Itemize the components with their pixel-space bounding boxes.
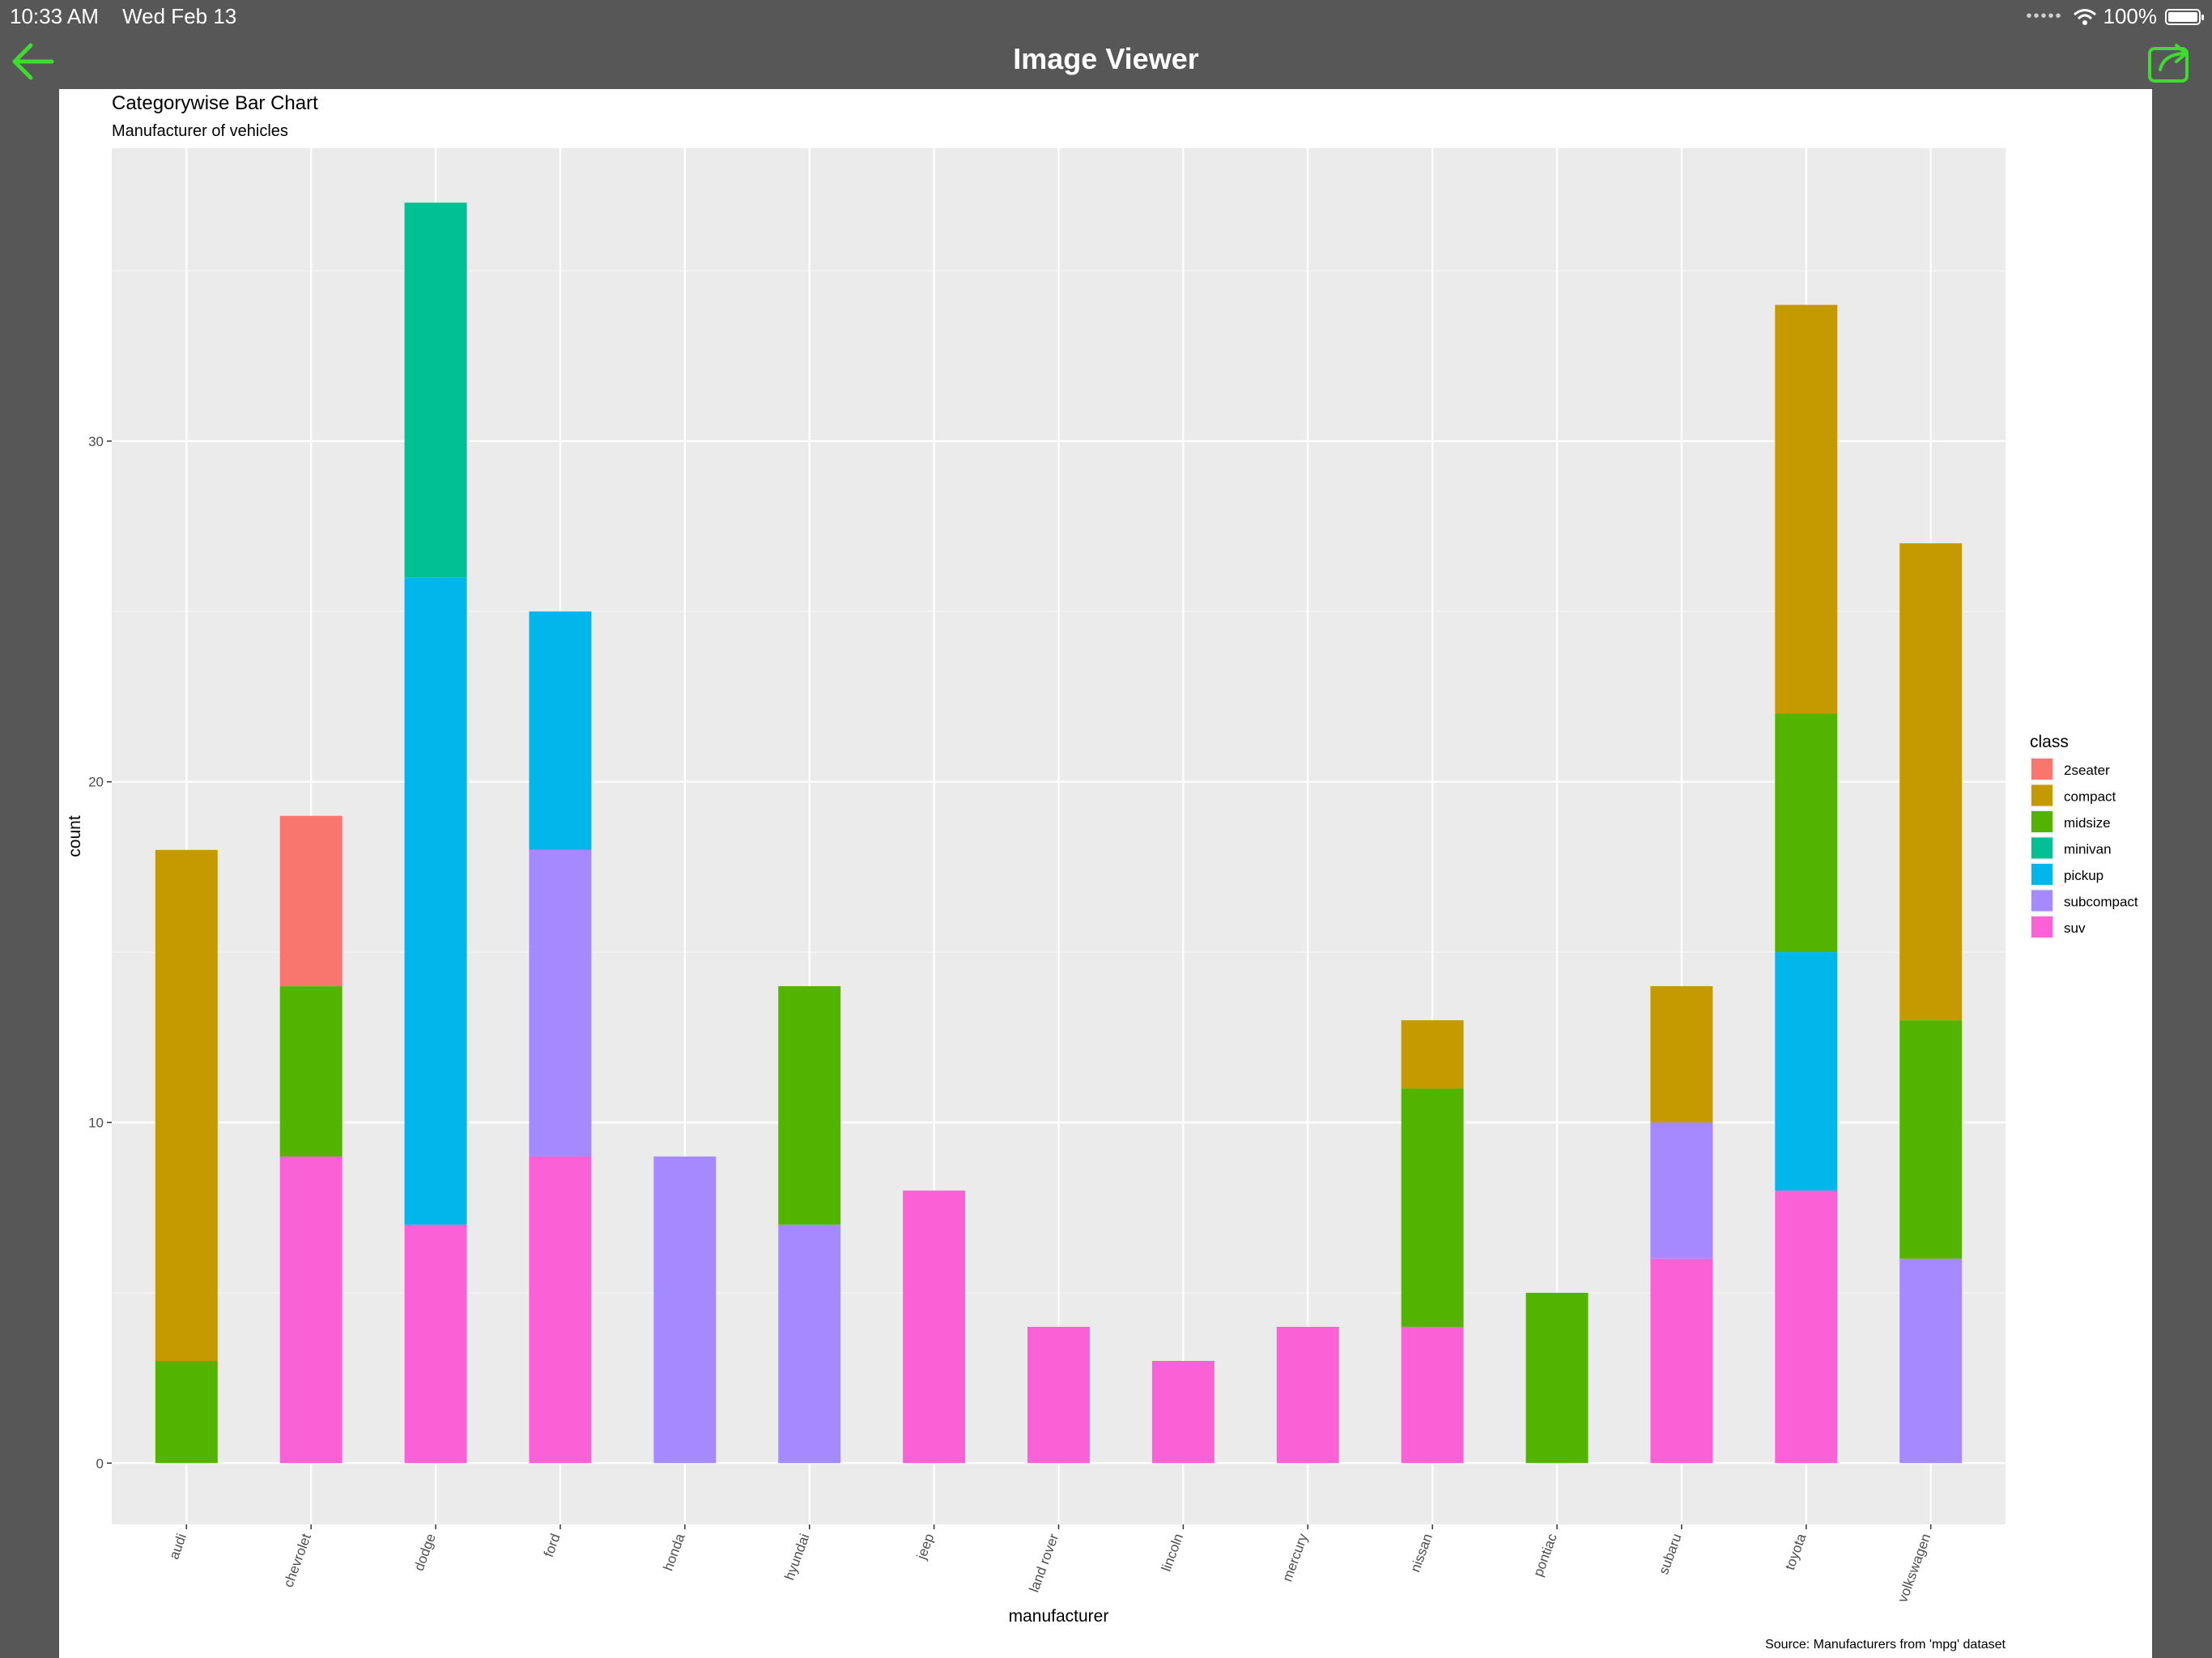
share-button[interactable]	[2146, 39, 2197, 84]
signal-dots-icon: •••••	[2026, 7, 2063, 25]
bar-segment	[155, 1361, 218, 1464]
x-tick-label: volkswagen	[1895, 1532, 1933, 1605]
legend-title: class	[2030, 733, 2069, 751]
y-tick-label: 30	[88, 434, 104, 449]
bar-segment	[1027, 1326, 1090, 1464]
legend-swatch	[2031, 916, 2052, 937]
x-tick-label: lincoln	[1159, 1532, 1186, 1574]
bars	[155, 202, 1963, 1464]
x-tick-label: audi	[166, 1532, 189, 1562]
bar-segment	[1899, 1258, 1963, 1464]
x-tick-label: mercury	[1279, 1531, 1311, 1584]
bar-segment	[1650, 1122, 1713, 1259]
bar-segment	[1151, 1361, 1214, 1464]
y-axis: 0 10 20 30	[88, 434, 112, 1471]
bar-segment	[155, 849, 218, 1362]
x-tick-label: jeep	[913, 1532, 937, 1562]
legend-swatch	[2031, 837, 2052, 859]
legend-label: pickup	[2064, 868, 2104, 883]
legend: class 2seater compact midsize minivan pickup…	[2030, 733, 2138, 939]
bar-segment	[1899, 1020, 1963, 1259]
y-tick-label: 20	[88, 775, 104, 790]
bar-segment	[1775, 304, 1838, 714]
bar-segment	[529, 1156, 592, 1464]
legend-swatch	[2031, 811, 2052, 832]
legend-swatch	[2031, 759, 2052, 780]
x-axis-label: manufacturer	[1009, 1607, 1109, 1626]
legend-label: subcompact	[2064, 895, 2138, 910]
y-tick-label: 10	[88, 1115, 104, 1130]
bar-segment	[1775, 713, 1838, 953]
bar-segment	[1775, 952, 1838, 1191]
status-bar: 10:33 AM Wed Feb 13 ••••• 100%	[0, 0, 2212, 34]
back-button[interactable]	[10, 40, 57, 83]
bar-segment	[404, 577, 467, 1225]
bar-segment	[529, 611, 592, 850]
legend-label: 2seater	[2064, 763, 2110, 778]
x-tick-label: honda	[661, 1531, 688, 1572]
battery-icon	[2165, 8, 2204, 25]
bar-segment	[1525, 1292, 1589, 1464]
legend-label: minivan	[2064, 842, 2112, 857]
bar-segment	[778, 986, 841, 1225]
bar-segment	[1899, 543, 1963, 1021]
share-icon	[2148, 44, 2189, 83]
chart-caption: Source: Manufacturers from 'mpg' dataset	[1765, 1638, 2006, 1652]
chart-title: Categorywise Bar Chart	[112, 92, 318, 114]
legend-label: midsize	[2064, 815, 2111, 831]
status-date: Wed Feb 13	[122, 4, 237, 28]
x-tick-label: nissan	[1407, 1532, 1436, 1575]
page-title: Image Viewer	[1013, 42, 1199, 75]
legend-label: compact	[2064, 789, 2116, 805]
bar-segment	[529, 849, 592, 1157]
legend-label: suv	[2064, 920, 2086, 936]
bar-segment	[1650, 986, 1713, 1123]
bar-segment	[1401, 1326, 1464, 1464]
bar-segment	[1775, 1190, 1838, 1464]
chart-subtitle: Manufacturer of vehicles	[112, 122, 288, 140]
x-axis: audi chevrolet dodge ford honda hyundai jeep la…	[166, 1524, 1933, 1605]
x-tick-label: subaru	[1656, 1532, 1685, 1576]
bar-segment	[1401, 1088, 1464, 1327]
arrow-left-icon	[12, 43, 54, 80]
image-frame: Categorywise Bar Chart Manufacturer of v…	[59, 89, 2152, 1658]
x-tick-label: dodge	[411, 1532, 439, 1573]
legend-swatch	[2031, 864, 2052, 885]
y-tick-label: 0	[96, 1456, 104, 1471]
bar-segment	[279, 1156, 342, 1464]
bar-segment	[279, 815, 342, 987]
status-time: 10:33 AM	[10, 4, 99, 28]
bar-segment	[404, 1224, 467, 1464]
chart: Categorywise Bar Chart Manufacturer of v…	[66, 92, 2138, 1652]
legend-swatch	[2031, 890, 2052, 912]
x-tick-label: chevrolet	[281, 1532, 315, 1590]
nav-bar: Image Viewer	[0, 34, 2212, 89]
battery-percent: 100%	[2103, 4, 2158, 28]
bar-segment	[279, 986, 342, 1157]
bar-segment	[404, 202, 467, 578]
bar-segment	[778, 1224, 841, 1464]
wifi-icon	[2073, 8, 2096, 25]
legend-swatch	[2031, 784, 2052, 806]
y-axis-label: count	[66, 815, 84, 857]
x-tick-label: ford	[541, 1532, 564, 1559]
x-tick-label: pontiac	[1530, 1531, 1560, 1578]
bar-segment	[653, 1156, 717, 1464]
bar-segment	[1650, 1258, 1713, 1464]
bar-segment	[903, 1190, 966, 1464]
x-tick-label: land rover	[1027, 1532, 1062, 1595]
bar-segment	[1276, 1326, 1339, 1464]
bar-segment	[1401, 1020, 1464, 1089]
x-tick-label: hyundai	[781, 1532, 812, 1582]
x-tick-label: toyota	[1782, 1531, 1810, 1572]
